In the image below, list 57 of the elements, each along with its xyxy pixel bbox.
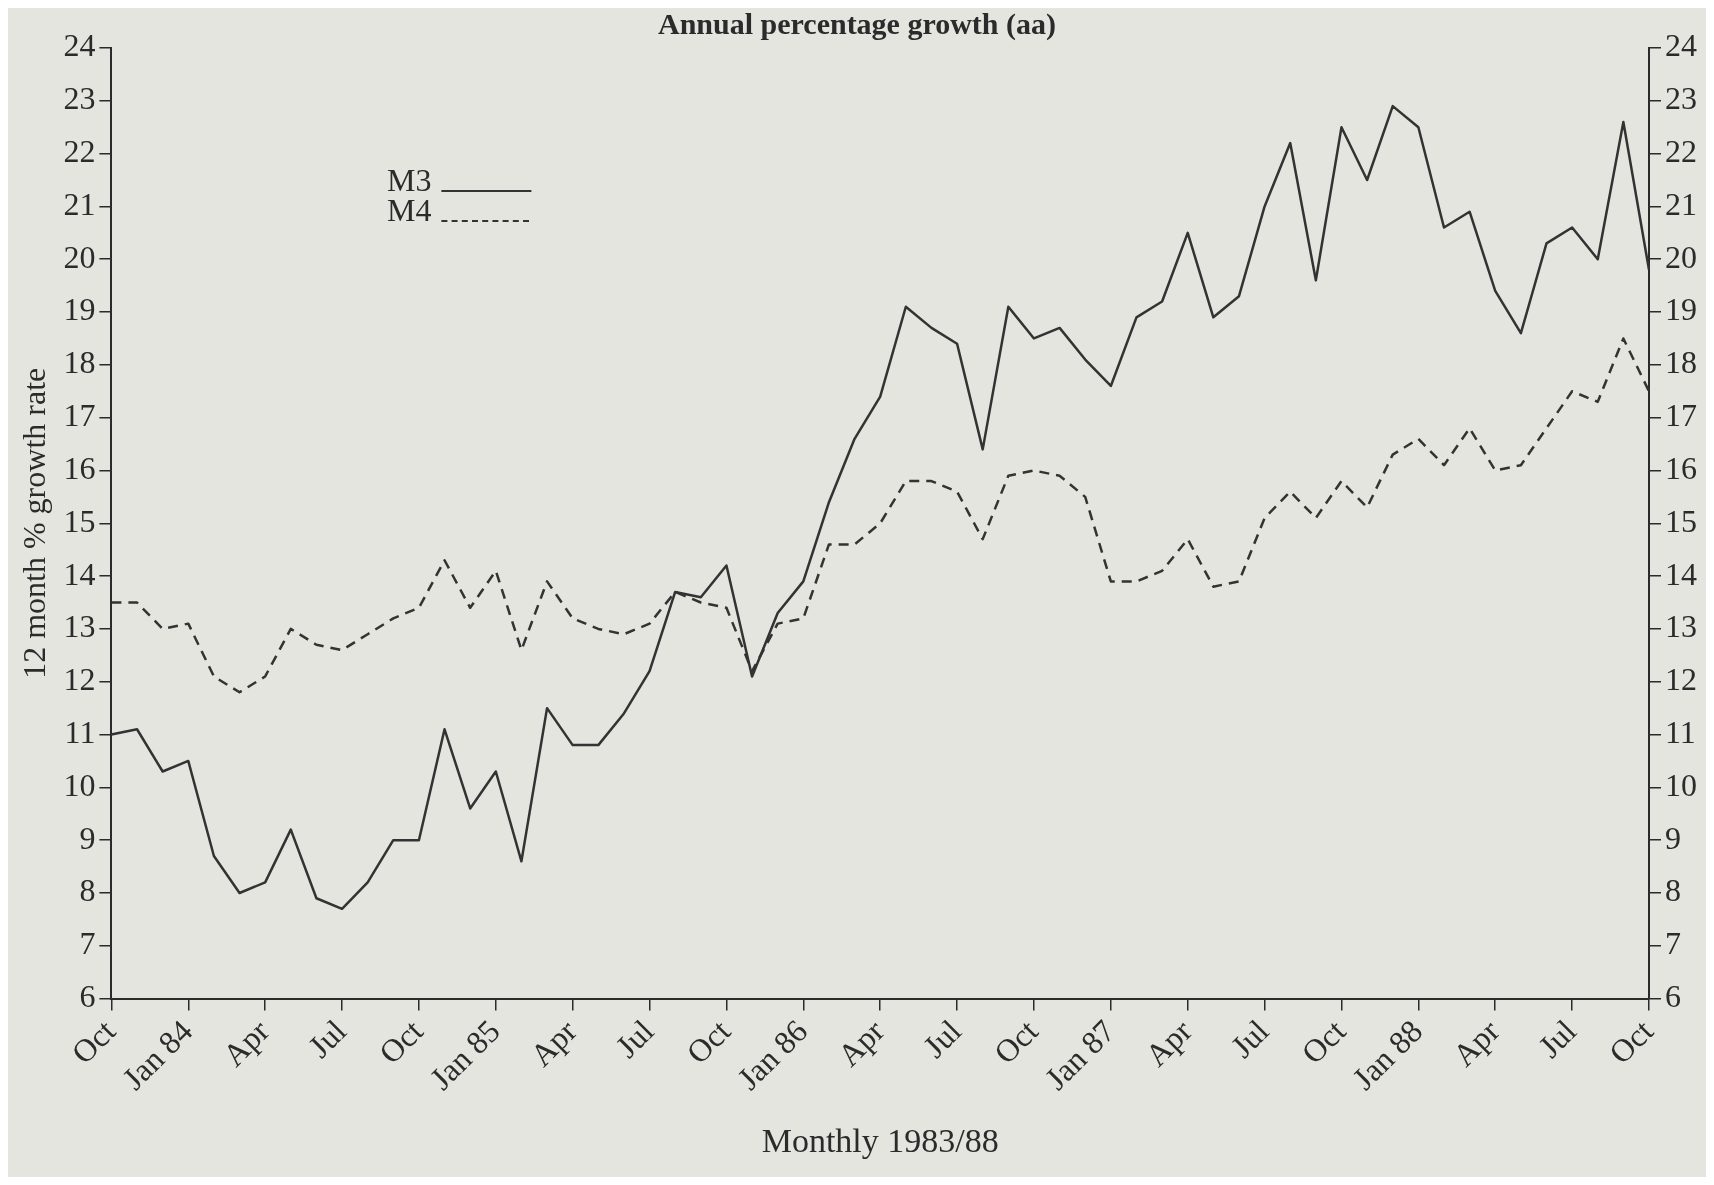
y2-tick-label: 10: [1665, 766, 1697, 803]
y-tick-label: 15: [63, 502, 96, 539]
x-tick-label: Apr: [215, 1012, 277, 1074]
y2-tick-label: 24: [1665, 27, 1697, 64]
y-tick-label: 11: [64, 713, 96, 750]
y-tick-label: 9: [79, 819, 96, 856]
y-tick-label: 18: [63, 344, 96, 381]
y2-tick-label: 11: [1665, 713, 1696, 750]
y2-tick-label: 14: [1665, 555, 1697, 592]
x-tick-label: Oct: [986, 1012, 1045, 1071]
y2-tick-label: 16: [1665, 449, 1697, 486]
x-tick-label: Jul: [916, 1012, 969, 1065]
y2-tick-label: 8: [1665, 872, 1681, 909]
x-tick-label: Jul: [1223, 1012, 1276, 1065]
y-tick-label: 16: [63, 449, 96, 486]
chart-title: Annual percentage growth (aa): [657, 6, 1057, 41]
x-tick-label: Apr: [522, 1012, 584, 1074]
y2-tick-label: 18: [1665, 344, 1697, 381]
y-tick-label: 19: [63, 291, 96, 328]
x-tick-label: Oct: [371, 1012, 430, 1071]
y-tick-label: 13: [63, 608, 96, 645]
y2-tick-label: 17: [1665, 397, 1697, 434]
y-tick-label: 10: [63, 766, 96, 803]
y-tick-label: 14: [63, 555, 96, 592]
y2-tick-label: 21: [1665, 185, 1697, 222]
x-tick-label: Apr: [1137, 1012, 1199, 1074]
y-tick-label: 24: [63, 27, 96, 64]
y-tick-label: 17: [63, 397, 96, 434]
x-tick-label: Apr: [1445, 1012, 1507, 1074]
y-tick-label: 23: [63, 80, 96, 117]
y2-tick-label: 22: [1665, 133, 1697, 170]
y-tick-label: 8: [79, 872, 96, 909]
y-tick-label: 22: [63, 133, 96, 170]
y2-tick-label: 20: [1665, 238, 1697, 275]
y2-tick-label: 6: [1665, 978, 1681, 1015]
y-tick-label: 20: [63, 238, 96, 275]
x-tick-label: Jul: [608, 1012, 661, 1065]
y2-tick-label: 15: [1665, 502, 1697, 539]
y-axis-title: 12 month % growth rate: [15, 367, 52, 679]
x-tick-label: Jul: [1531, 1012, 1584, 1065]
x-tick-label: Oct: [679, 1012, 738, 1071]
x-tick-label: Oct: [64, 1012, 123, 1071]
y2-tick-label: 23: [1665, 80, 1697, 117]
x-tick-label: Apr: [830, 1012, 892, 1074]
x-tick-label: Oct: [1601, 1012, 1660, 1071]
y2-tick-label: 9: [1665, 819, 1681, 856]
x-axis-title: Monthly 1983/88: [761, 1121, 999, 1159]
y2-tick-label: 13: [1665, 608, 1697, 645]
y-tick-label: 7: [79, 925, 96, 962]
y2-tick-label: 19: [1665, 291, 1697, 328]
y-tick-label: 21: [63, 185, 96, 222]
y2-tick-label: 12: [1665, 661, 1697, 698]
x-tick-label: Oct: [1294, 1012, 1353, 1071]
x-tick-label: Jul: [301, 1012, 354, 1065]
y-tick-label: 6: [79, 978, 96, 1015]
y2-tick-label: 7: [1665, 925, 1681, 962]
y-tick-label: 12: [63, 661, 96, 698]
